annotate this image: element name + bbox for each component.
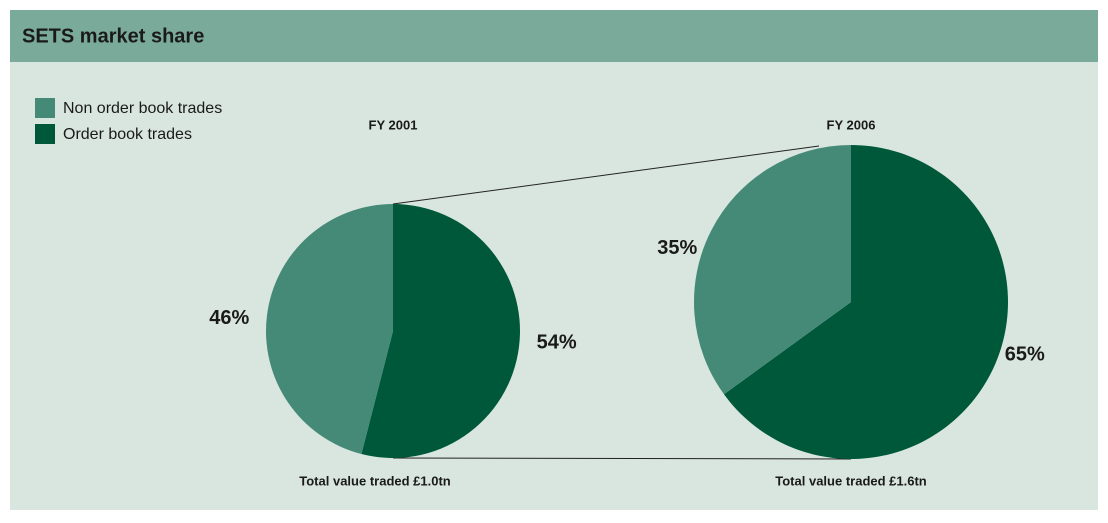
- data-label: 46%: [209, 307, 249, 329]
- data-label: 65%: [1005, 343, 1045, 365]
- pie-slice: [694, 145, 851, 395]
- connector: [392, 457, 852, 460]
- pie-title: FY 2001: [369, 117, 418, 132]
- pie-slice: [265, 204, 393, 455]
- pie-caption: Total value traded £1.6tn: [775, 473, 927, 488]
- connector: [392, 145, 820, 205]
- pie-title: FY 2006: [827, 117, 876, 132]
- pie-caption: Total value traded £1.0tn: [299, 473, 451, 488]
- legend-label: Order book trades: [63, 126, 192, 143]
- pie-slice: [361, 204, 520, 458]
- legend-swatch: [35, 98, 55, 118]
- legend-swatch: [35, 124, 55, 144]
- header-bar: [10, 10, 1098, 62]
- legend-label: Non order book trades: [63, 100, 222, 117]
- chart-title: SETS market share: [22, 25, 204, 47]
- data-label: 54%: [537, 332, 577, 354]
- pie-slice: [723, 144, 1009, 460]
- data-label: 35%: [657, 237, 697, 259]
